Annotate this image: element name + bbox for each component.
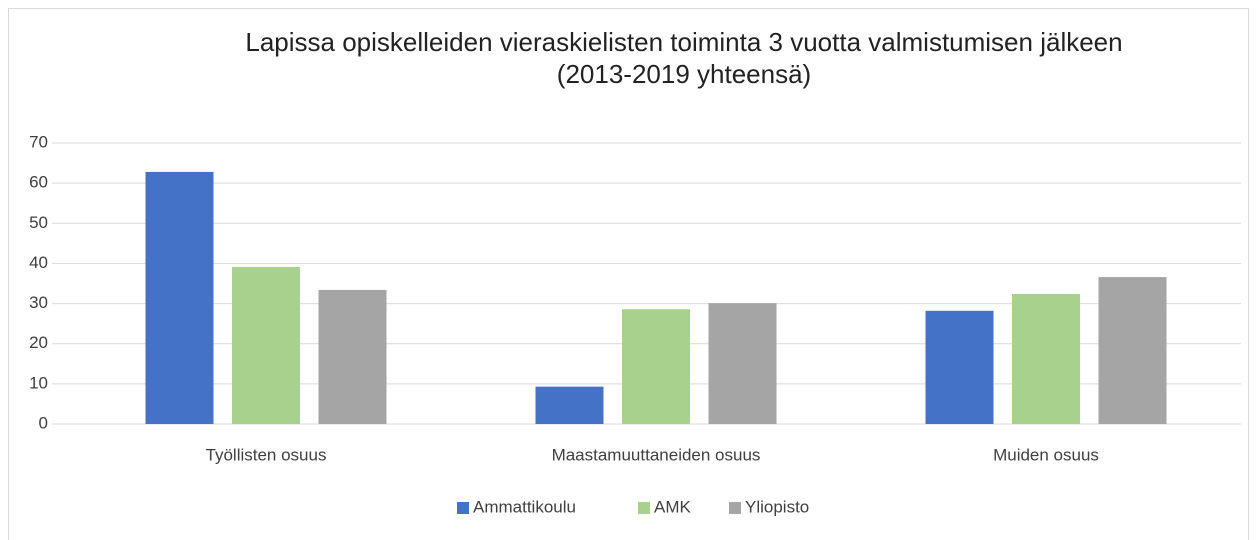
bar xyxy=(622,309,690,424)
bar xyxy=(318,289,387,424)
legend-label: Ammattikoulu xyxy=(473,497,576,516)
bar xyxy=(708,303,777,424)
y-tick-label: 0 xyxy=(39,413,48,432)
y-tick-label: 60 xyxy=(29,173,48,192)
x-tick-label: Muiden osuus xyxy=(993,445,1099,464)
chart-title: (2013-2019 yhteensä) xyxy=(557,59,811,89)
legend-swatch xyxy=(729,502,741,514)
legend-swatch xyxy=(457,502,469,514)
y-tick-label: 50 xyxy=(29,213,48,232)
chart-frame xyxy=(8,8,1249,540)
y-tick-label: 30 xyxy=(29,293,48,312)
bar xyxy=(1012,293,1080,424)
bar xyxy=(232,267,300,424)
chart-title: Lapissa opiskelleiden vieraskielisten to… xyxy=(245,27,1122,57)
legend-swatch xyxy=(638,502,650,514)
y-tick-label: 10 xyxy=(29,373,48,392)
y-tick-label: 20 xyxy=(29,333,48,352)
bar xyxy=(145,171,214,424)
y-tick-label: 70 xyxy=(29,132,48,151)
legend-label: AMK xyxy=(654,497,692,516)
legend-label: Yliopisto xyxy=(745,497,809,516)
bar xyxy=(925,310,994,424)
x-tick-label: Maastamuuttaneiden osuus xyxy=(552,445,761,464)
y-tick-label: 40 xyxy=(29,253,48,272)
x-tick-label: Työllisten osuus xyxy=(206,445,327,464)
bar xyxy=(535,386,604,424)
bar xyxy=(1098,277,1167,424)
